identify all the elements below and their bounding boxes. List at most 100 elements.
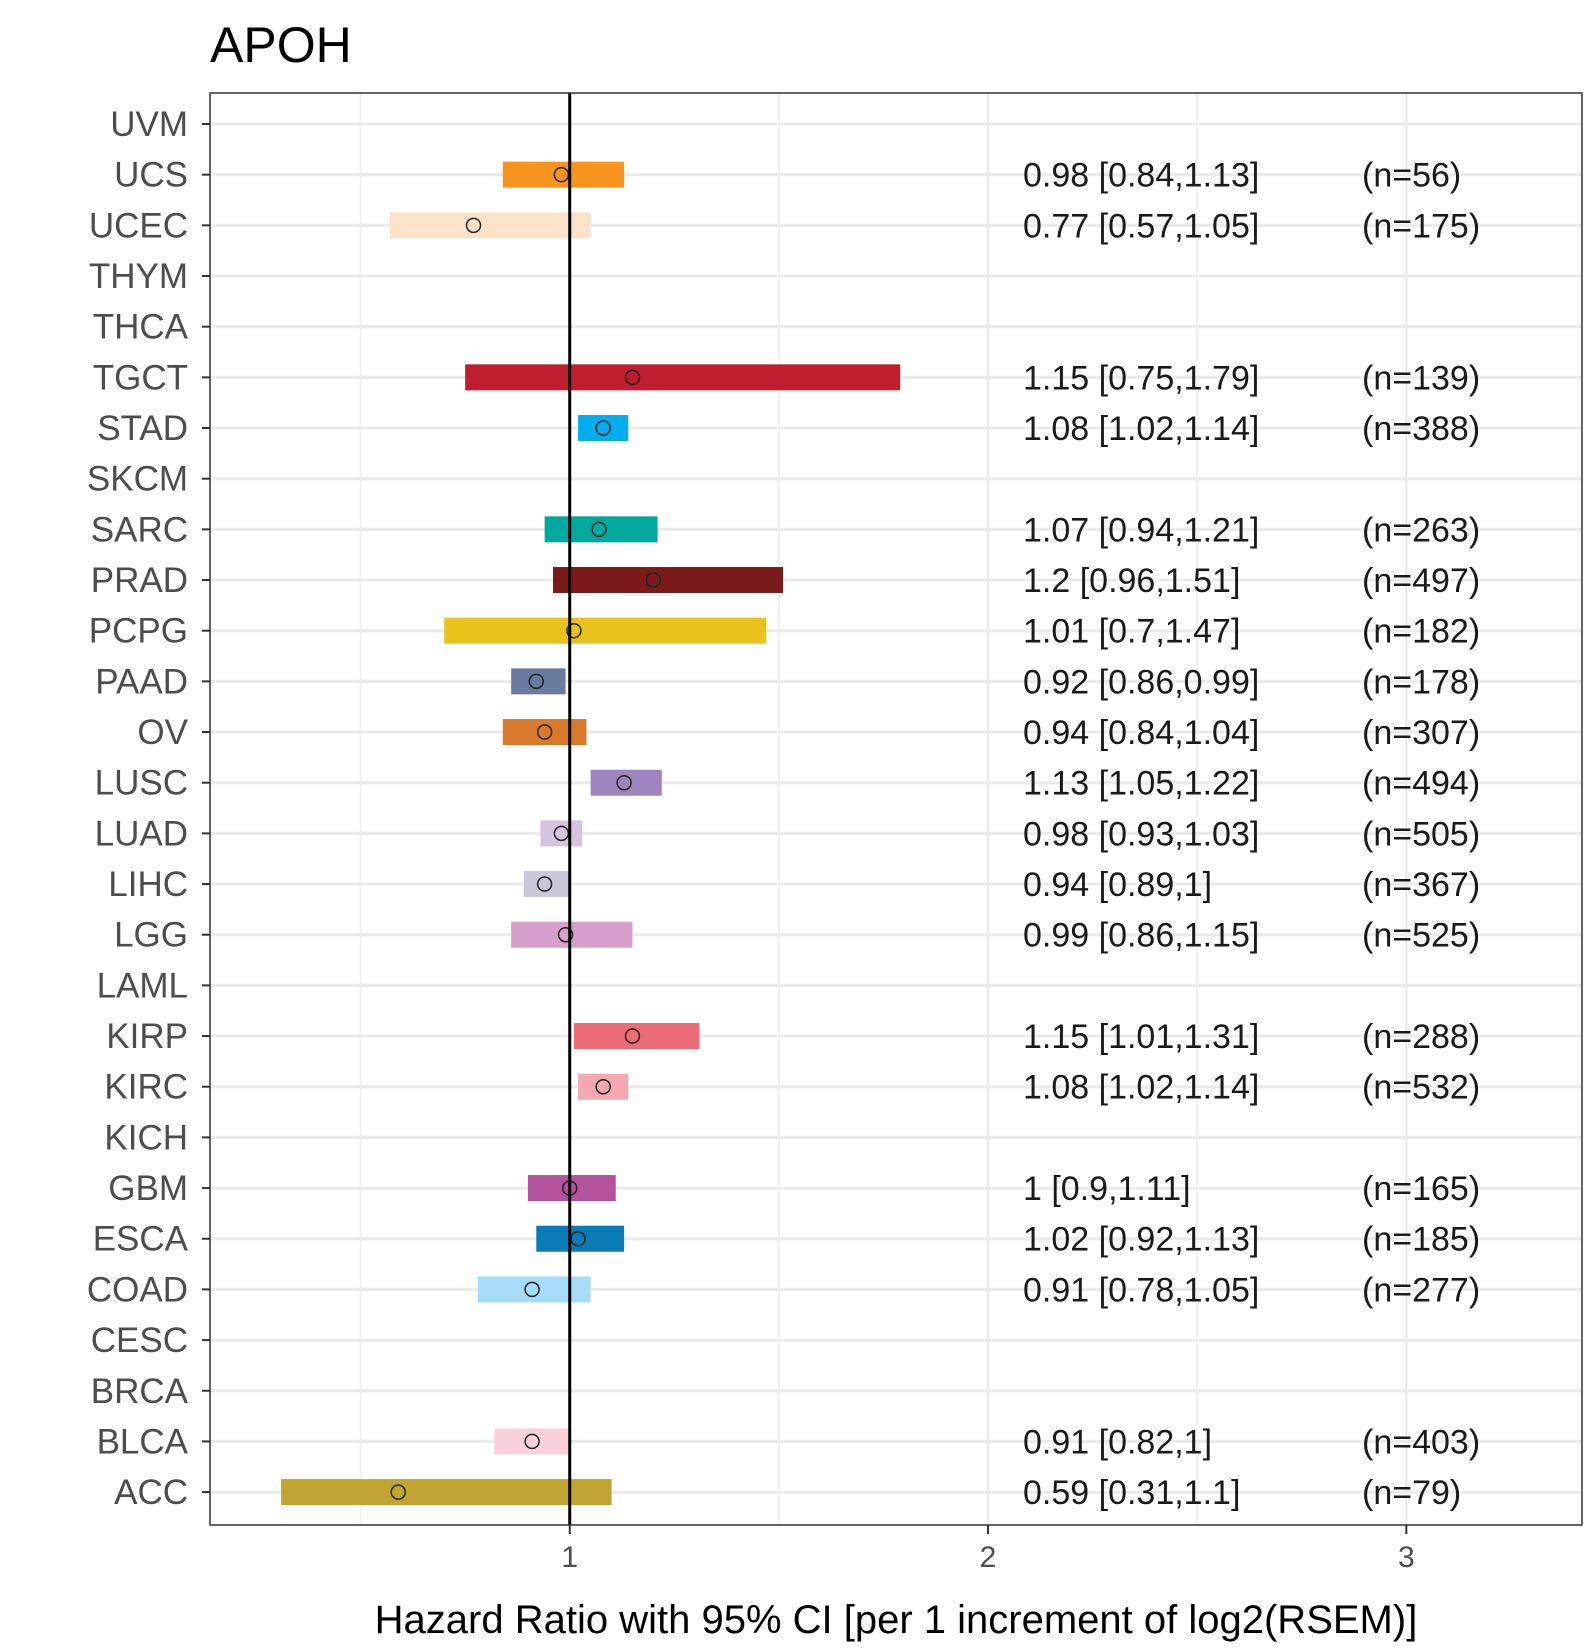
ci-bar-pcpg bbox=[444, 617, 767, 644]
y-tick-label-luad: LUAD bbox=[95, 814, 188, 853]
x-tick-label: 3 bbox=[1398, 1541, 1415, 1574]
n-annotation-paad: (n=178) bbox=[1362, 663, 1480, 701]
hr-point-blca bbox=[524, 1433, 540, 1450]
hr-point-coad bbox=[524, 1281, 540, 1298]
ci-bar-luad bbox=[540, 820, 583, 847]
hr-point-prad bbox=[645, 572, 662, 588]
ci-bar-prad bbox=[553, 567, 784, 594]
n-annotation-esca: (n=185) bbox=[1362, 1221, 1480, 1259]
hr-point-lgg bbox=[557, 926, 574, 943]
ci-bar-blca bbox=[494, 1428, 570, 1455]
ci-bar-lusc bbox=[590, 769, 662, 796]
hr-point-stad bbox=[595, 420, 611, 436]
hr-annotation-ov: 0.94 [0.84,1.04] bbox=[1023, 714, 1259, 752]
n-annotation-kirp: (n=288) bbox=[1362, 1018, 1480, 1056]
ci-bar-tgct bbox=[465, 364, 901, 391]
hr-annotation-blca: 0.91 [0.82,1] bbox=[1023, 1423, 1212, 1461]
ci-bar-ucec bbox=[389, 212, 591, 239]
hr-point-kirp bbox=[624, 1028, 641, 1044]
hr-annotation-ucec: 0.77 [0.57,1.05] bbox=[1023, 207, 1259, 245]
y-tick-label-gbm: GBM bbox=[108, 1169, 188, 1208]
y-tick-label-acc: ACC bbox=[114, 1473, 188, 1512]
plot-panel bbox=[210, 93, 1582, 1525]
y-tick-label-sarc: SARC bbox=[91, 510, 188, 549]
hr-annotation-kirc: 1.08 [1.02,1.14] bbox=[1023, 1069, 1259, 1107]
n-annotation-kirc: (n=532) bbox=[1362, 1069, 1480, 1107]
ci-bar-kirc bbox=[578, 1073, 629, 1100]
n-annotation-stad: (n=388) bbox=[1362, 410, 1480, 448]
ci-bar-gbm bbox=[527, 1175, 616, 1202]
y-tick-label-ov: OV bbox=[137, 713, 188, 752]
hr-annotation-ucs: 0.98 [0.84,1.13] bbox=[1023, 157, 1259, 195]
y-tick-label-kich: KICH bbox=[104, 1118, 188, 1157]
hr-annotation-coad: 0.91 [0.78,1.05] bbox=[1023, 1271, 1259, 1309]
n-annotation-lusc: (n=494) bbox=[1362, 765, 1480, 803]
hr-annotation-prad: 1.2 [0.96,1.51] bbox=[1023, 562, 1240, 600]
n-annotation-tgct: (n=139) bbox=[1362, 359, 1480, 397]
n-annotation-ov: (n=307) bbox=[1362, 714, 1480, 752]
hr-point-ucec bbox=[465, 217, 482, 234]
hr-annotation-tgct: 1.15 [0.75,1.79] bbox=[1023, 359, 1259, 397]
ci-bar-ov bbox=[502, 719, 587, 746]
chart-title: APOH bbox=[210, 17, 352, 73]
hr-annotation-pcpg: 1.01 [0.7,1.47] bbox=[1023, 613, 1240, 651]
panel-border bbox=[209, 92, 1583, 1526]
y-tick-label-kirc: KIRC bbox=[104, 1068, 188, 1107]
hr-annotation-stad: 1.08 [1.02,1.14] bbox=[1023, 410, 1259, 448]
y-tick-label-kirp: KIRP bbox=[106, 1017, 188, 1056]
hr-point-kirc bbox=[595, 1078, 611, 1095]
ci-bar-lihc bbox=[523, 871, 570, 898]
hr-point-paad bbox=[528, 673, 545, 690]
hr-annotation-acc: 0.59 [0.31,1.1] bbox=[1023, 1474, 1240, 1512]
n-annotation-gbm: (n=165) bbox=[1362, 1170, 1480, 1208]
grid-lines bbox=[210, 93, 1582, 1525]
y-tick-label-paad: PAAD bbox=[95, 662, 188, 701]
ci-bar-esca bbox=[536, 1225, 625, 1252]
n-annotation-lihc: (n=367) bbox=[1362, 866, 1480, 904]
x-tick-label: 2 bbox=[980, 1541, 997, 1574]
n-annotation-ucs: (n=56) bbox=[1362, 157, 1461, 195]
n-annotation-prad: (n=497) bbox=[1362, 562, 1480, 600]
y-tick-label-lusc: LUSC bbox=[95, 764, 188, 803]
y-tick-label-uvm: UVM bbox=[110, 105, 188, 144]
n-annotation-luad: (n=505) bbox=[1362, 815, 1480, 853]
n-annotation-sarc: (n=263) bbox=[1362, 511, 1480, 549]
n-annotation-blca: (n=403) bbox=[1362, 1423, 1480, 1461]
x-axis-label: Hazard Ratio with 95% CI [per 1 incremen… bbox=[375, 1598, 1418, 1642]
hr-point-acc bbox=[390, 1484, 406, 1500]
y-tick-label-prad: PRAD bbox=[91, 561, 188, 600]
y-tick-label-tgct: TGCT bbox=[93, 358, 188, 397]
hr-annotations: 0.98 [0.84,1.13] (n=56) 0.77 [0.57,1.05] (n… bbox=[1023, 157, 1480, 1512]
hr-point-tgct bbox=[624, 369, 641, 386]
y-tick-label-blca: BLCA bbox=[97, 1422, 189, 1461]
hr-point-lusc bbox=[616, 774, 632, 791]
y-tick-label-brca: BRCA bbox=[91, 1372, 189, 1411]
ci-bar-sarc bbox=[544, 516, 658, 543]
n-annotation-coad: (n=277) bbox=[1362, 1271, 1480, 1309]
hr-points bbox=[390, 166, 662, 1500]
y-tick-label-laml: LAML bbox=[97, 966, 188, 1005]
hr-annotation-lihc: 0.94 [0.89,1] bbox=[1023, 866, 1212, 904]
hr-point-ov bbox=[536, 724, 553, 740]
y-tick-label-lihc: LIHC bbox=[108, 865, 188, 904]
hr-annotation-esca: 1.02 [0.92,1.13] bbox=[1023, 1221, 1259, 1259]
ci-bar-acc bbox=[281, 1479, 612, 1506]
y-tick-label-lgg: LGG bbox=[114, 916, 188, 955]
hr-annotation-lgg: 0.99 [0.86,1.15] bbox=[1023, 917, 1259, 955]
n-annotation-lgg: (n=525) bbox=[1362, 917, 1480, 955]
y-tick-label-cesc: CESC bbox=[91, 1321, 188, 1360]
hr-point-pcpg bbox=[566, 622, 582, 639]
x-axis: 1 2 3 bbox=[561, 1525, 1415, 1574]
hr-annotation-luad: 0.98 [0.93,1.03] bbox=[1023, 815, 1259, 853]
ci-bar-ucs bbox=[502, 161, 625, 188]
hr-point-sarc bbox=[591, 521, 607, 538]
n-annotation-acc: (n=79) bbox=[1362, 1474, 1461, 1512]
n-annotation-ucec: (n=175) bbox=[1362, 207, 1480, 245]
hr-annotation-gbm: 1 [0.9,1.11] bbox=[1023, 1170, 1191, 1208]
ci-bar-stad bbox=[578, 415, 629, 442]
ci-bar-paad bbox=[511, 668, 566, 695]
x-tick-label: 1 bbox=[561, 1541, 578, 1574]
y-tick-label-ucs: UCS bbox=[114, 156, 188, 195]
y-tick-label-thca: THCA bbox=[93, 308, 189, 347]
